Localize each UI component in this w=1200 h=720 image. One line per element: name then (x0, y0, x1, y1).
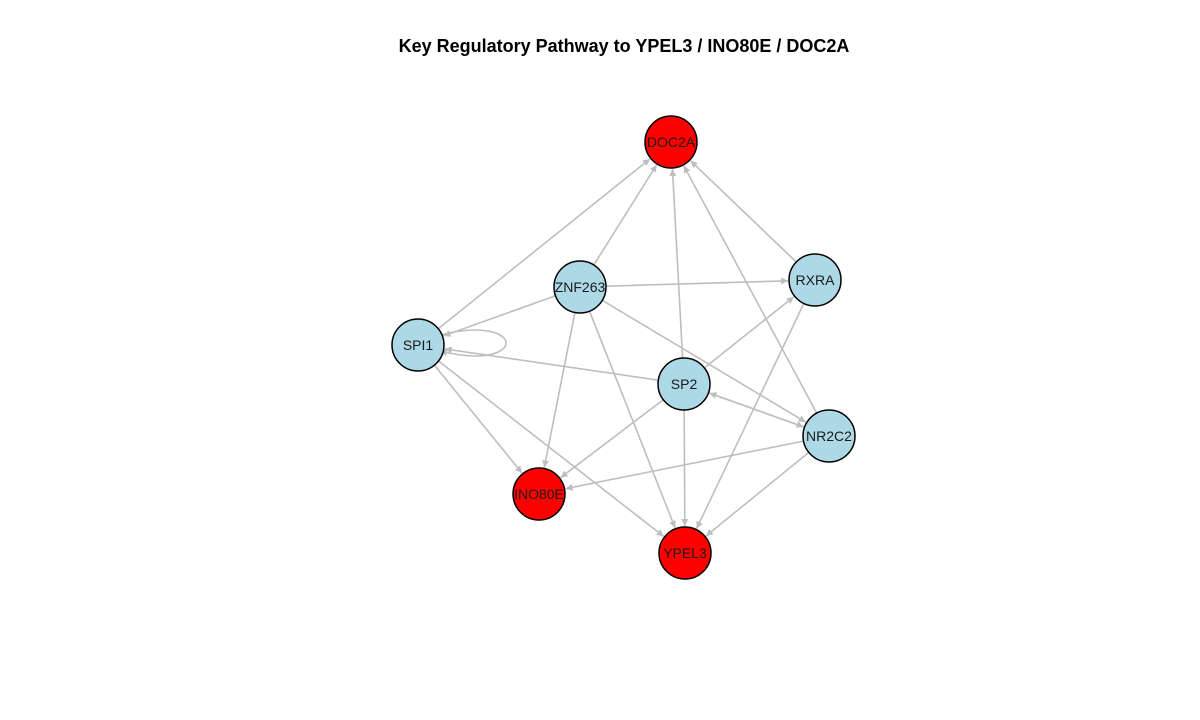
edge-sp2-to-ino80e (560, 399, 664, 479)
node-label: SPI1 (403, 337, 434, 353)
edge-nr2c2-to-doc2a (683, 165, 818, 414)
edge-znf263-to-rxra (605, 277, 789, 288)
node-circle (512, 467, 566, 521)
node-circle (802, 409, 856, 463)
edge-spi1-to-doc2a (437, 158, 651, 330)
node-ino80e[interactable]: INO80E (512, 467, 566, 521)
node-nr2c2[interactable]: NR2C2 (802, 409, 856, 463)
edge-spi1-to-spi1 (439, 329, 507, 357)
edge-nr2c2-to-ino80e (565, 440, 804, 491)
node-label: DOC2A (647, 134, 696, 150)
edge-znf263-to-spi1 (443, 295, 556, 337)
edge-sp2-to-ypel3 (681, 409, 689, 527)
node-sp2[interactable]: SP2 (657, 357, 711, 411)
edge-znf263-to-ypel3 (588, 310, 676, 529)
node-circle (788, 253, 842, 307)
node-znf263[interactable]: ZNF263 (553, 260, 607, 314)
node-circle (553, 260, 607, 314)
node-rxra[interactable]: RXRA (788, 253, 842, 307)
node-ypel3[interactable]: YPEL3 (658, 526, 712, 580)
node-label: ZNF263 (555, 279, 606, 295)
node-circle (391, 318, 445, 372)
edge-sp2-to-rxra (703, 296, 795, 369)
edges-layer (433, 158, 818, 538)
node-circle (658, 526, 712, 580)
edge-znf263-to-ino80e (542, 312, 576, 468)
node-doc2a[interactable]: DOC2A (644, 115, 698, 169)
edge-nr2c2-to-sp2 (709, 392, 805, 428)
edge-znf263-to-nr2c2 (601, 299, 807, 423)
node-label: NR2C2 (806, 428, 852, 444)
node-circle (644, 115, 698, 169)
edge-sp2-to-doc2a (669, 168, 684, 359)
edge-spi1-to-ino80e (433, 364, 523, 474)
page-title: Key Regulatory Pathway to YPEL3 / INO80E… (398, 36, 850, 56)
nodes-layer: DOC2A ZNF263 RXRA SPI1 SP2 NR2C2 INO80E YPEL3 (391, 115, 856, 580)
edge-rxra-to-doc2a (689, 160, 797, 263)
edge-spi1-to-ypel3 (438, 360, 665, 538)
node-spi1[interactable]: SPI1 (391, 318, 445, 372)
edge-sp2-to-spi1 (444, 346, 659, 382)
edge-znf263-to-doc2a (593, 164, 658, 266)
node-label: YPEL3 (663, 545, 707, 561)
node-label: RXRA (796, 272, 836, 288)
edge-nr2c2-to-ypel3 (705, 451, 810, 537)
node-circle (657, 357, 711, 411)
edge-rxra-to-ypel3 (695, 303, 805, 529)
node-label: SP2 (671, 376, 698, 392)
node-label: INO80E (514, 486, 564, 502)
